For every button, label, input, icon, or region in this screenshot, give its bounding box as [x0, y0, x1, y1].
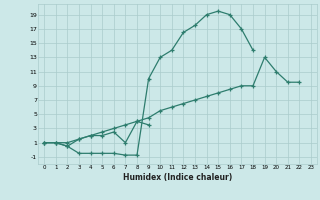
X-axis label: Humidex (Indice chaleur): Humidex (Indice chaleur) [123, 173, 232, 182]
